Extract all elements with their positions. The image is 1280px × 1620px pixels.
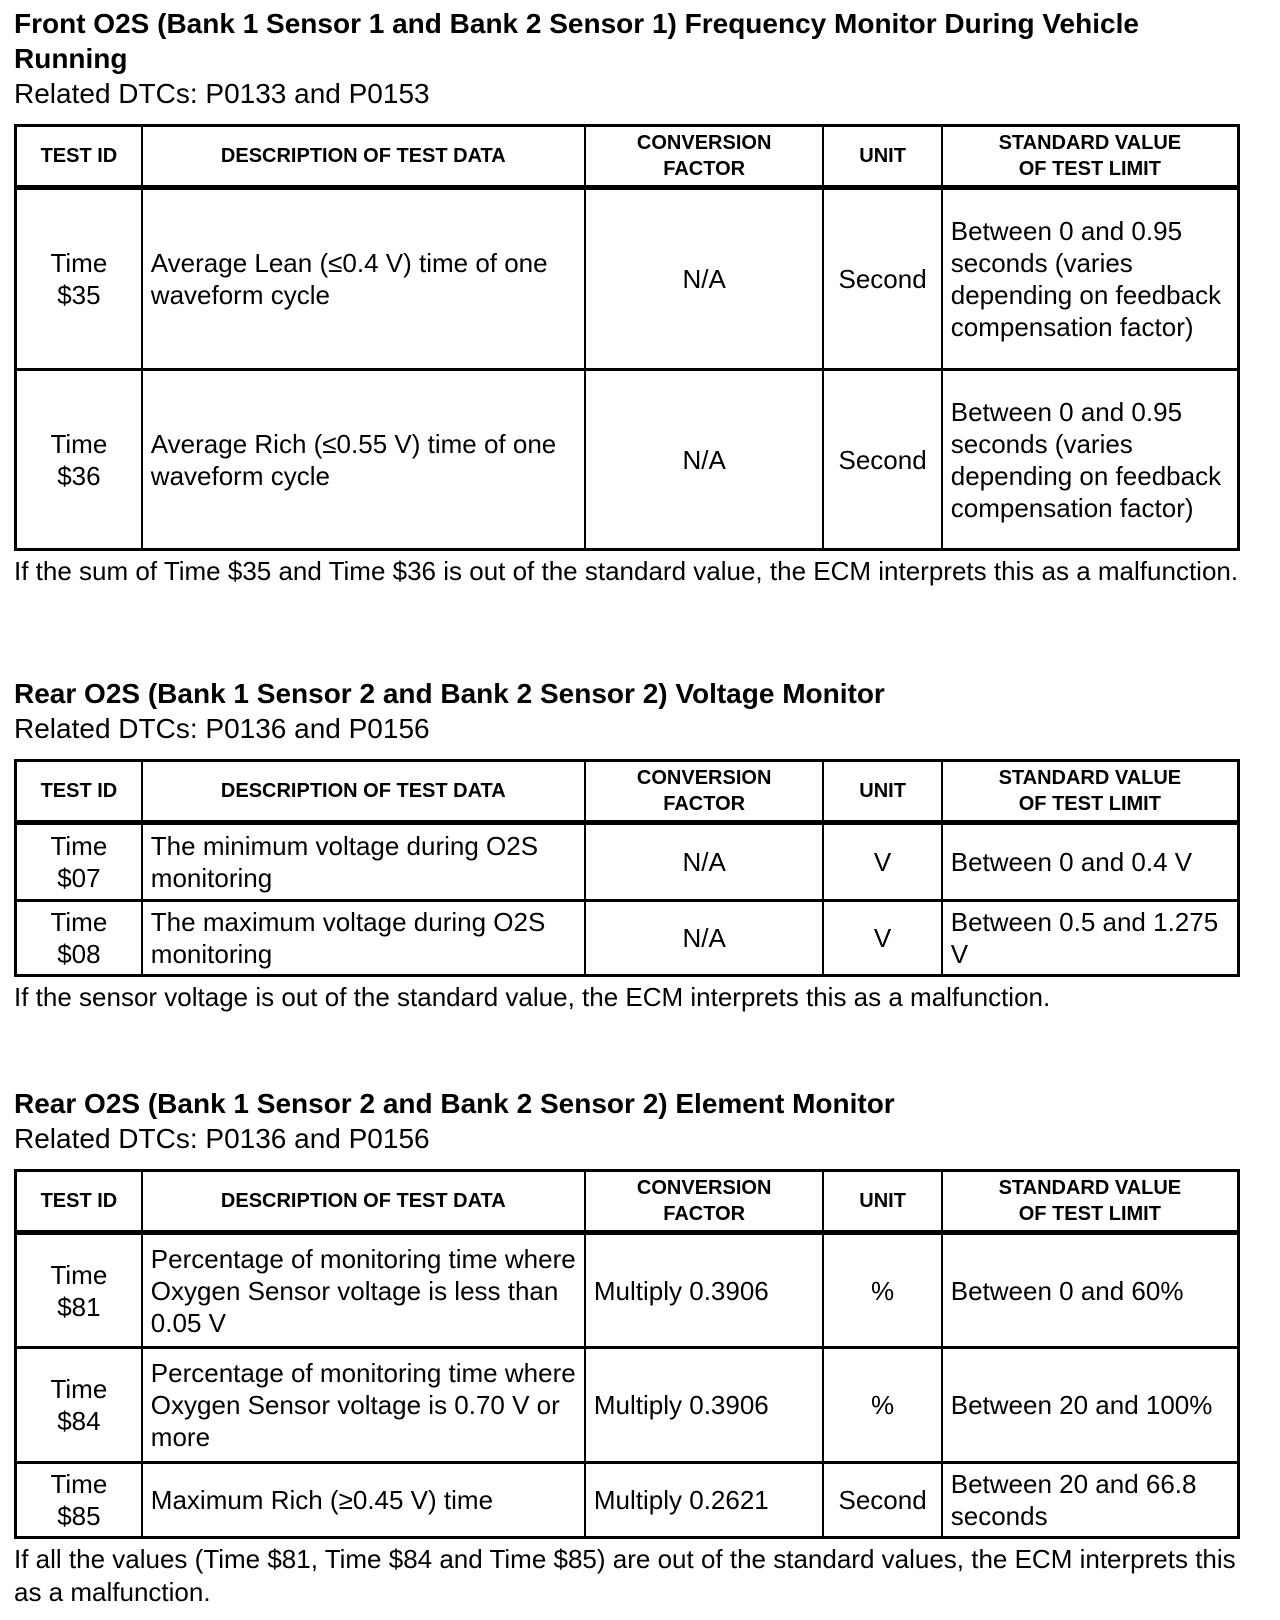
table-note: If the sensor voltage is out of the stan… [14,982,1051,1012]
column-header: TEST ID [14,759,143,825]
table-row: Time $35 Average Lean (≤0.4 V) time of o… [14,186,1240,371]
unit: V [822,821,943,902]
description: Percentage of monitoring time where Oxyg… [140,1231,586,1349]
column-header: DESCRIPTION OF TEST DATA [140,759,586,825]
conversion-factor: N/A [583,368,825,551]
table-row: Time $84 Percentage of monitoring time w… [14,1346,1240,1464]
test-id: Time $08 [14,899,143,977]
column-header: STANDARD VALUE OF TEST LIMIT [940,759,1240,825]
test-id: Time $36 [14,368,143,551]
test-id: Time $07 [14,821,143,902]
standard-value: Between 0.5 and 1.275 V [940,899,1240,977]
column-header: CONVERSION FACTOR [583,124,825,190]
test-id: Time $35 [14,186,143,371]
conversion-factor: N/A [583,186,825,371]
section-1: Front O2S (Bank 1 Sensor 1 and Bank 2 Se… [14,6,1244,588]
conversion-factor: Multiply 0.2621 [583,1461,825,1539]
test-table: TEST ID DESCRIPTION OF TEST DATA CONVERSIO… [14,1169,1240,1539]
conversion-factor: Multiply 0.3906 [583,1346,825,1464]
test-table: TEST ID DESCRIPTION OF TEST DATA CONVERSIO… [14,124,1240,551]
description: The maximum voltage during O2S monitorin… [140,899,586,977]
test-id: Time $85 [14,1461,143,1539]
column-header: CONVERSION FACTOR [583,759,825,825]
unit: V [822,899,943,977]
table-row: Time $07 The minimum voltage during O2S … [14,821,1240,902]
conversion-factor: Multiply 0.3906 [583,1231,825,1349]
related-dtcs: Related DTCs: P0136 and P0156 [14,713,430,744]
standard-value: Between 0 and 60% [940,1231,1240,1349]
column-header: UNIT [822,124,943,190]
description: Maximum Rich (≥0.45 V) time [140,1461,586,1539]
section-3: Rear O2S (Bank 1 Sensor 2 and Bank 2 Sen… [14,1086,1244,1609]
standard-value: Between 0 and 0.4 V [940,821,1240,902]
table-note: If all the values (Time $81, Time $84 an… [14,1544,1236,1607]
unit: Second [822,368,943,551]
header-row: TEST ID DESCRIPTION OF TEST DATA CONVERSIO… [14,124,1240,190]
unit: Second [822,1461,943,1539]
test-id: Time $84 [14,1346,143,1464]
column-header: UNIT [822,759,943,825]
column-header: TEST ID [14,1169,143,1235]
section-title: Rear O2S (Bank 1 Sensor 2 and Bank 2 Sen… [14,1088,895,1119]
table-note: If the sum of Time $35 and Time $36 is o… [14,556,1239,586]
unit: % [822,1231,943,1349]
column-header: TEST ID [14,124,143,190]
table-row: Time $08 The maximum voltage during O2S … [14,899,1240,977]
conversion-factor: N/A [583,899,825,977]
test-table: TEST ID DESCRIPTION OF TEST DATA CONVERSIO… [14,759,1240,977]
standard-value: Between 20 and 100% [940,1346,1240,1464]
table-row: Time $85 Maximum Rich (≥0.45 V) time Mul… [14,1461,1240,1539]
description: Average Rich (≤0.55 V) time of one wavef… [140,368,586,551]
column-header: UNIT [822,1169,943,1235]
unit: % [822,1346,943,1464]
standard-value: Between 0 and 0.95 seconds (varies depen… [940,368,1240,551]
unit: Second [822,186,943,371]
column-header: DESCRIPTION OF TEST DATA [140,1169,586,1235]
related-dtcs: Related DTCs: P0136 and P0156 [14,1123,430,1154]
header-row: TEST ID DESCRIPTION OF TEST DATA CONVERSIO… [14,759,1240,825]
section-title: Front O2S (Bank 1 Sensor 1 and Bank 2 Se… [14,8,1139,74]
table-row: Time $81 Percentage of monitoring time w… [14,1231,1240,1349]
description: Average Lean (≤0.4 V) time of one wavefo… [140,186,586,371]
column-header: STANDARD VALUE OF TEST LIMIT [940,1169,1240,1235]
section-title: Rear O2S (Bank 1 Sensor 2 and Bank 2 Sen… [14,678,885,709]
standard-value: Between 0 and 0.95 seconds (varies depen… [940,186,1240,371]
header-row: TEST ID DESCRIPTION OF TEST DATA CONVERSIO… [14,1169,1240,1235]
column-header: CONVERSION FACTOR [583,1169,825,1235]
standard-value: Between 20 and 66.8 seconds [940,1461,1240,1539]
conversion-factor: N/A [583,821,825,902]
table-row: Time $36 Average Rich (≤0.55 V) time of … [14,368,1240,551]
description: The minimum voltage during O2S monitorin… [140,821,586,902]
description: Percentage of monitoring time where Oxyg… [140,1346,586,1464]
related-dtcs: Related DTCs: P0133 and P0153 [14,78,430,109]
section-2: Rear O2S (Bank 1 Sensor 2 and Bank 2 Sen… [14,676,1244,1014]
test-id: Time $81 [14,1231,143,1349]
column-header: STANDARD VALUE OF TEST LIMIT [940,124,1240,190]
column-header: DESCRIPTION OF TEST DATA [140,124,586,190]
